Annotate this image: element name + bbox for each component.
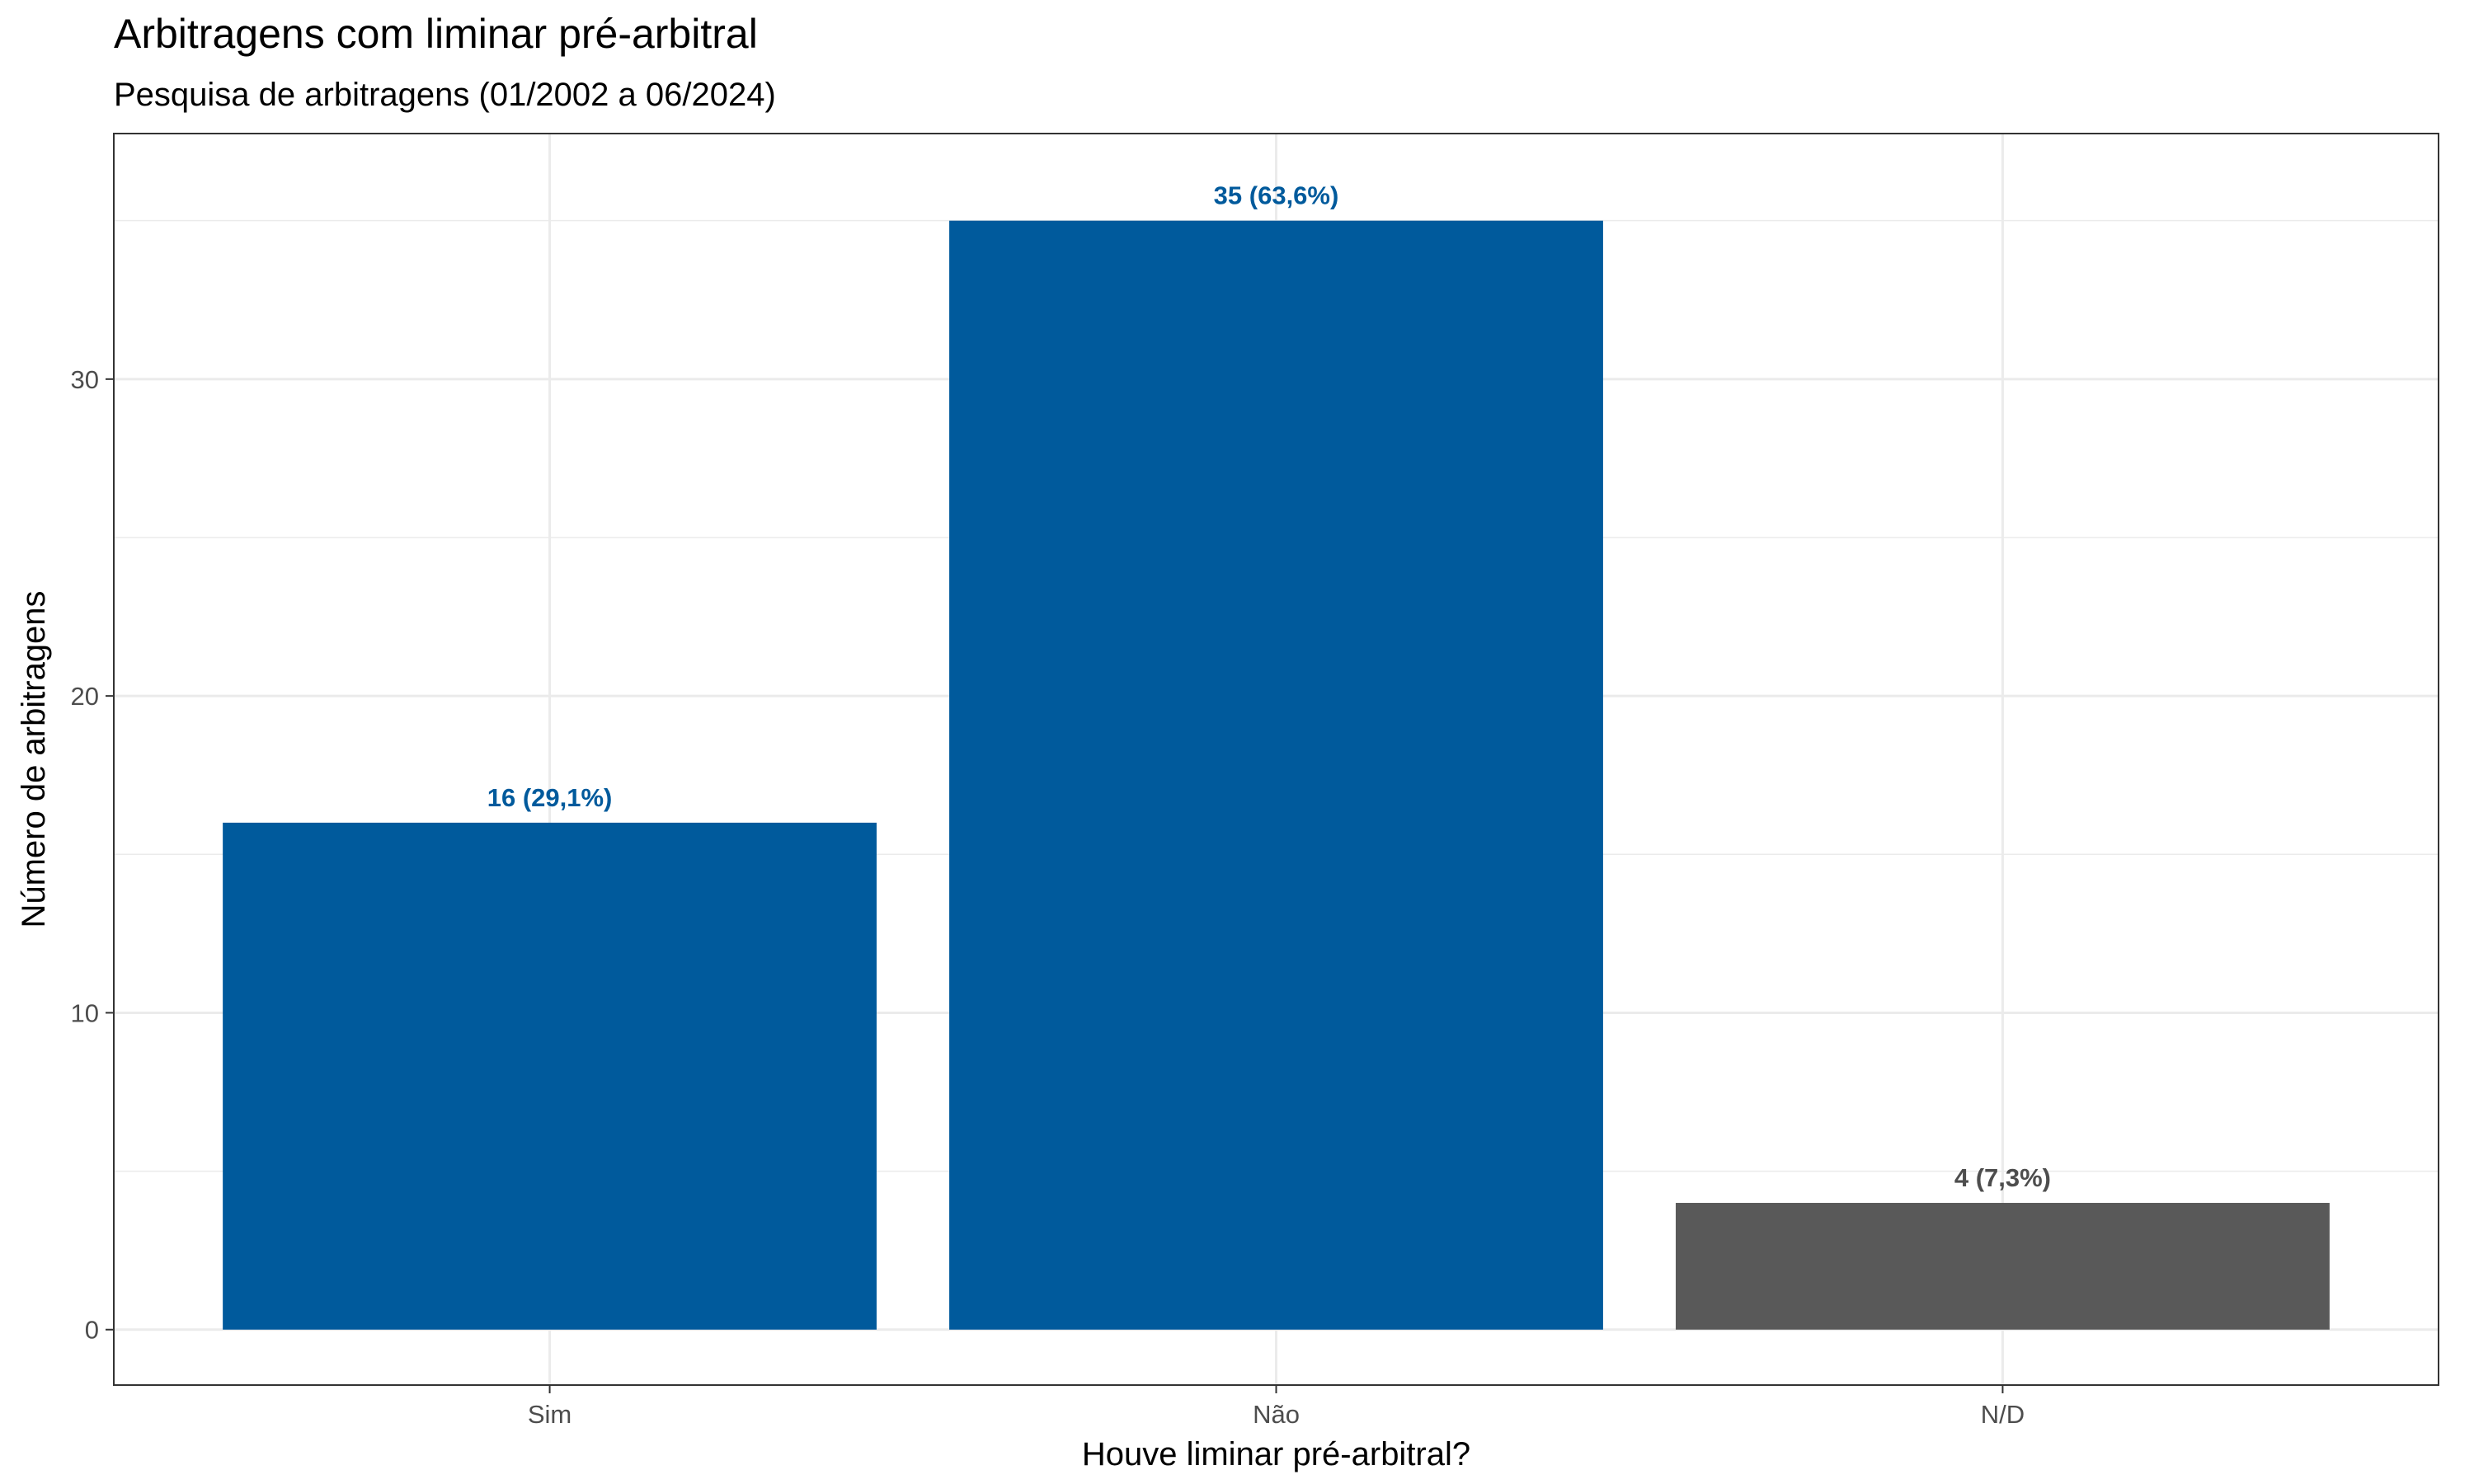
- bar-n-o: [949, 220, 1603, 1330]
- chart-title: Arbitragens com liminar pré-arbitral: [114, 11, 758, 57]
- data-label: 16 (29,1%): [487, 783, 613, 812]
- y-tick-label: 0: [85, 1316, 99, 1345]
- y-tick-label: 10: [71, 998, 99, 1027]
- bars: [223, 220, 2330, 1330]
- bar-sim: [223, 822, 877, 1330]
- x-tick-label: Não: [1253, 1400, 1300, 1429]
- y-tick-label: 20: [71, 682, 99, 711]
- y-axis-title: Número de arbitragens: [16, 590, 52, 928]
- data-label: 35 (63,6%): [1214, 181, 1339, 210]
- x-tick-label: Sim: [528, 1400, 571, 1429]
- y-axis: 0 10 20 30: [71, 365, 114, 1345]
- x-axis: Sim Não N/D: [528, 1385, 2025, 1429]
- bar-n-d: [1676, 1203, 2330, 1330]
- x-axis-title: Houve liminar pré-arbitral?: [1082, 1436, 1470, 1472]
- data-label: 4 (7,3%): [1954, 1163, 2051, 1192]
- chart-subtitle: Pesquisa de arbitragens (01/2002 a 06/20…: [114, 77, 776, 113]
- data-labels: 16 (29,1%) 35 (63,6%) 4 (7,3%): [487, 181, 2051, 1192]
- y-tick-label: 30: [71, 365, 99, 394]
- x-tick-label: N/D: [1981, 1400, 2025, 1429]
